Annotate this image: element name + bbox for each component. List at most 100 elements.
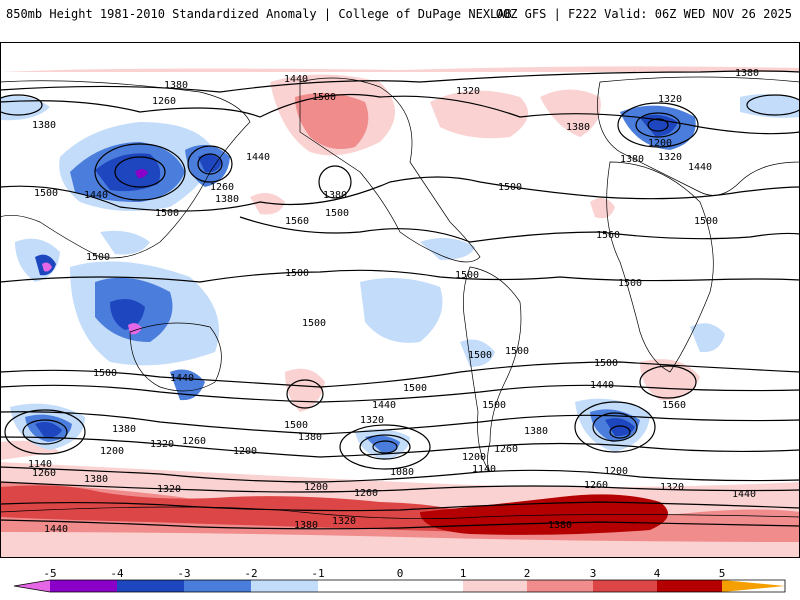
colorbar-tick: 4 bbox=[654, 567, 661, 580]
header: 850mb Height 1981-2010 Standardized Anom… bbox=[0, 0, 800, 30]
contour-label: 1440 bbox=[590, 380, 614, 391]
contour-label: 1320 bbox=[157, 484, 181, 495]
contour-label: 1500 bbox=[455, 270, 479, 281]
negative-anomaly-east-asia-core bbox=[135, 169, 148, 179]
contour-label: 1500 bbox=[505, 346, 529, 357]
positive-anomaly-alaska-core bbox=[295, 93, 369, 150]
contour-label: 1380 bbox=[524, 426, 548, 437]
contour-label: 1260 bbox=[210, 182, 234, 193]
contour-labels: 1380 1440 1500 1320 1380 1380 1260 1380 … bbox=[28, 68, 759, 535]
contour-1320-antarctic bbox=[0, 501, 800, 512]
contour-label: 1500 bbox=[285, 268, 309, 279]
colorbar-segment-pos0 bbox=[400, 580, 463, 592]
contour-label: 1200 bbox=[233, 446, 257, 457]
closed-low-east-asia bbox=[94, 143, 186, 201]
coast-eurasia bbox=[597, 76, 800, 196]
contour-label: 1380 bbox=[32, 120, 56, 131]
coast-africa bbox=[606, 161, 714, 373]
contour-label: 1500 bbox=[312, 92, 336, 103]
contour-1500-north bbox=[0, 176, 800, 212]
contour-label: 1560 bbox=[596, 230, 620, 241]
negative-anomaly-indian-south bbox=[170, 369, 205, 401]
colorbar-tick: 3 bbox=[590, 567, 597, 580]
contour-label: 1380 bbox=[735, 68, 759, 79]
colorbar-segment-neg4 bbox=[117, 580, 184, 592]
colorbar-extend-low bbox=[14, 580, 50, 592]
contour-label: 1320 bbox=[360, 415, 384, 426]
closed-low-south-atlantic-core bbox=[609, 425, 631, 439]
anomaly-map: 1380 1440 1500 1320 1380 1380 1260 1380 … bbox=[0, 42, 800, 558]
contour-label: 1200 bbox=[100, 446, 124, 457]
contour-label: 1320 bbox=[456, 86, 480, 97]
contour-label: 1260 bbox=[494, 444, 518, 455]
contour-label: 1500 bbox=[498, 182, 522, 193]
contour-label: 1260 bbox=[354, 488, 378, 499]
negative-anomaly-south-indian-3 bbox=[35, 422, 62, 438]
contour-1560-north bbox=[239, 216, 800, 243]
colorbar-tick: -2 bbox=[244, 567, 257, 580]
contour-label: 1320 bbox=[150, 439, 174, 450]
contour-label: 1140 bbox=[28, 459, 52, 470]
contour-label: 1440 bbox=[284, 74, 308, 85]
contour-label: 1260 bbox=[32, 468, 56, 479]
contour-1380-south bbox=[0, 411, 800, 435]
contour-label: 1200 bbox=[304, 482, 328, 493]
contour-label: 1260 bbox=[584, 480, 608, 491]
negative-anomaly-east-pacific-2 bbox=[460, 339, 495, 367]
closed-low-kamchatka bbox=[187, 145, 233, 183]
contour-label: 1380 bbox=[112, 424, 136, 435]
contour-label: 1560 bbox=[662, 400, 686, 411]
contour-label: 1500 bbox=[468, 350, 492, 361]
contour-label: 1200 bbox=[604, 466, 628, 477]
colorbar-segment-neg1 bbox=[318, 580, 400, 592]
negative-anomaly-africa-south bbox=[690, 323, 725, 353]
colorbar-segment-neg3 bbox=[184, 580, 251, 592]
contour-label: 1560 bbox=[285, 216, 309, 227]
colorbar-tick: 2 bbox=[524, 567, 531, 580]
contour-label: 1440 bbox=[84, 190, 108, 201]
contour-label: 1500 bbox=[284, 420, 308, 431]
contour-label: 1320 bbox=[332, 516, 356, 527]
closed-low-south-indian-inner bbox=[22, 419, 68, 445]
closed-low-south-atlantic bbox=[574, 401, 656, 453]
contour-label: 1500 bbox=[694, 216, 718, 227]
contour-label: 1380 bbox=[215, 194, 239, 205]
colorbar-tick: 5 bbox=[719, 567, 726, 580]
contour-label: 1500 bbox=[594, 358, 618, 369]
colorbar-ticks: -5 -4 -3 -2 -1 0 1 2 3 4 5 bbox=[43, 567, 725, 580]
closed-low-south-pacific-inner bbox=[359, 434, 411, 460]
contour-label: 1380 bbox=[298, 432, 322, 443]
contour-label: 1200 bbox=[462, 452, 486, 463]
closed-low-east-asia-inner bbox=[114, 156, 166, 188]
contour-label: 1320 bbox=[658, 94, 682, 105]
colorbar: -5 -4 -3 -2 -1 0 1 2 3 4 5 bbox=[0, 566, 800, 600]
contour-label: 1380 bbox=[84, 474, 108, 485]
contour-label: 1380 bbox=[566, 122, 590, 133]
contour-label: 1320 bbox=[658, 152, 682, 163]
contour-label: 1500 bbox=[403, 383, 427, 394]
map-title: 850mb Height 1981-2010 Standardized Anom… bbox=[6, 7, 512, 21]
contour-label: 1440 bbox=[170, 373, 194, 384]
closed-low-south-pacific bbox=[339, 424, 431, 470]
colorbar-segment-neg2 bbox=[251, 580, 318, 592]
colorbar-segment-pos4 bbox=[657, 580, 722, 592]
negative-anomaly-east-asia-3 bbox=[95, 153, 161, 192]
colorbar-tick: -3 bbox=[177, 567, 190, 580]
contour-1380-north bbox=[0, 70, 800, 93]
contour-label: 1500 bbox=[325, 208, 349, 219]
contour-label: 1380 bbox=[164, 80, 188, 91]
positive-anomaly-greenland bbox=[430, 90, 528, 139]
negative-anomaly-north-pacific bbox=[100, 230, 150, 255]
contour-label: 1380 bbox=[548, 520, 572, 531]
contour-label: 1380 bbox=[323, 190, 347, 201]
colorbar-tick: -5 bbox=[43, 567, 56, 580]
closed-low-south-pacific-core bbox=[372, 440, 398, 454]
contour-1380-antarctic bbox=[0, 519, 800, 530]
negative-anomaly-south-atlantic-low-3 bbox=[605, 418, 635, 437]
contour-label: 1200 bbox=[648, 138, 672, 149]
closed-low-south-atlantic-inner bbox=[592, 412, 638, 442]
contour-label: 1440 bbox=[44, 524, 68, 535]
negative-anomaly-maritime-3 bbox=[110, 298, 145, 330]
contour-label: 1500 bbox=[86, 252, 110, 263]
colorbar-segment-pos2 bbox=[527, 580, 593, 592]
